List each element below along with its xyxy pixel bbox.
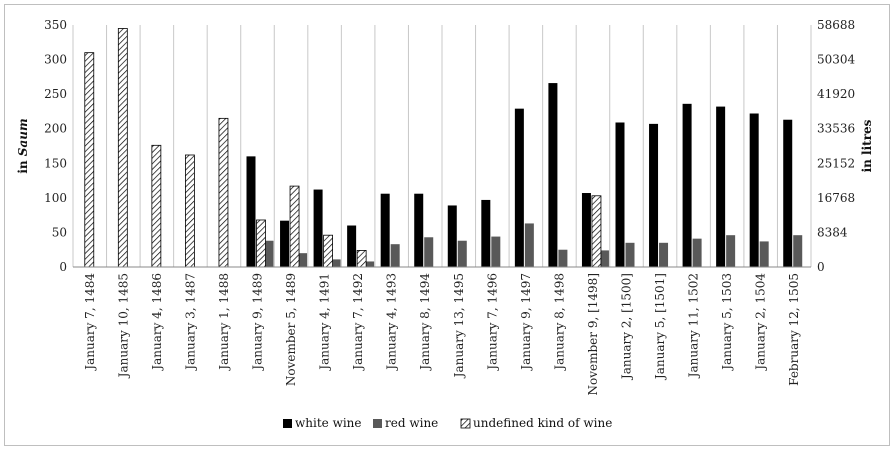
- y-axis-title-left: in Saum: [16, 118, 30, 173]
- right-tick-label: 25152: [817, 156, 855, 170]
- bar-red-wine: [692, 238, 702, 267]
- bar-red-wine: [793, 235, 803, 267]
- x-tick-label: January 13, 1495: [452, 273, 466, 379]
- bar-white-wine: [246, 156, 256, 267]
- bar-white-wine: [514, 108, 524, 267]
- x-tick-label: January 7, 1496: [485, 273, 499, 372]
- bar-undefined-kind-of-wine: [323, 234, 333, 268]
- right-tick-label: 16768: [817, 191, 855, 205]
- bar-white-wine: [716, 106, 726, 268]
- bar-white-wine: [313, 189, 323, 267]
- legend-swatch-white-wine: [283, 419, 292, 428]
- left-tick-label: 150: [44, 156, 67, 170]
- left-tick-label: 250: [44, 87, 67, 101]
- bar-white-wine: [414, 193, 424, 267]
- bar-red-wine: [759, 241, 769, 267]
- bar-red-wine: [390, 244, 400, 267]
- right-tick-label: 58688: [817, 18, 855, 32]
- x-tick-label: January 10, 1485: [116, 273, 130, 379]
- bar-white-wine: [347, 225, 357, 267]
- bar-red-wine: [424, 237, 434, 267]
- bar-red-wine: [558, 249, 568, 267]
- legend-label-undefined-kind-of-wine: undefined kind of wine: [473, 416, 612, 430]
- right-tick-label: 41920: [817, 87, 855, 101]
- bar-white-wine: [581, 193, 591, 267]
- bar-red-wine: [264, 240, 274, 267]
- x-tick-label: January 1, 1488: [217, 273, 231, 372]
- right-tick-label: 0: [817, 260, 825, 274]
- x-tick-label: January 4, 1491: [318, 273, 332, 372]
- x-tick-label: January 5, [1501]: [653, 273, 667, 381]
- left-tick-label: 200: [44, 122, 67, 136]
- x-tick-label: January 11, 1502: [687, 273, 701, 379]
- bar-red-wine: [726, 235, 736, 267]
- x-tick-label: November 5, 1489: [284, 273, 298, 386]
- bar-red-wine: [457, 240, 467, 267]
- bar-white-wine: [615, 122, 625, 268]
- right-tick-label: 33536: [817, 122, 855, 136]
- x-tick-label: January 8, 1498: [552, 273, 566, 372]
- legend-swatch-red-wine: [373, 419, 382, 428]
- x-tick-label: January 2, [1500]: [620, 273, 634, 381]
- bar-undefined-kind-of-wine: [256, 219, 266, 268]
- legend: white wine red wine undefined kind of wine: [283, 416, 612, 430]
- y-axis-title-prefix: in: [16, 156, 30, 173]
- x-tick-label: January 4, 1493: [385, 273, 399, 372]
- bar-white-wine: [682, 103, 692, 267]
- legend-label-white-wine: white wine: [295, 416, 362, 430]
- x-tick-label: January 3, 1487: [183, 273, 197, 372]
- x-tick-label: January 9, 1497: [519, 273, 533, 372]
- left-tick-label: 100: [44, 191, 67, 205]
- plot-area: [72, 25, 812, 268]
- bar-red-wine: [365, 261, 375, 267]
- bar-white-wine: [548, 83, 558, 267]
- bar-red-wine: [659, 242, 669, 267]
- right-tick-label: 50304: [817, 53, 856, 67]
- bar-red-wine: [331, 259, 341, 267]
- bar-undefined-kind-of-wine: [591, 195, 602, 268]
- chart-frame: 0 50 100 150 200 250 300 350 0 8384 16768 25152 3353…: [4, 4, 890, 446]
- left-tick-label: 0: [59, 260, 67, 274]
- axes: 0 50 100 150 200 250 300 350 0 8384 16768 25152 3353…: [16, 18, 874, 395]
- bar-undefined-kind-of-wine: [151, 144, 162, 268]
- x-tick-label: January 8, 1494: [418, 273, 432, 372]
- bar-red-wine: [491, 236, 501, 267]
- chart-svg: 0 50 100 150 200 250 300 350 0 8384 16768 25152 3353…: [16, 18, 874, 430]
- bar-undefined-kind-of-wine: [289, 185, 300, 268]
- x-tick-label: November 9, [1498]: [586, 273, 600, 395]
- legend-label-red-wine: red wine: [385, 416, 438, 430]
- left-tick-label: 350: [44, 18, 67, 32]
- bar-white-wine: [280, 220, 290, 267]
- x-tick-label: January 7, 1484: [83, 273, 97, 372]
- y-axis-title-unit: Saum: [16, 118, 30, 156]
- x-tick-label: January 7, 1492: [351, 273, 365, 372]
- y-axis-title-right: in litres: [860, 119, 874, 172]
- bar-undefined-kind-of-wine: [117, 28, 128, 268]
- left-tick-label: 50: [52, 225, 67, 239]
- bar-undefined-kind-of-wine: [185, 154, 195, 268]
- x-tick-label: January 2, 1504: [754, 273, 768, 372]
- bar-red-wine: [298, 253, 308, 267]
- bar-white-wine: [649, 123, 659, 267]
- bar-white-wine: [447, 205, 457, 267]
- left-tick-label: 300: [44, 53, 67, 67]
- bar-undefined-kind-of-wine: [356, 250, 367, 268]
- bar-red-wine: [599, 250, 609, 267]
- bar-white-wine: [481, 199, 491, 267]
- x-tick-label: January 4, 1486: [150, 273, 164, 372]
- legend-swatch-undefined-kind-of-wine: [460, 418, 471, 429]
- bar-white-wine: [749, 113, 759, 267]
- right-tick-label: 8384: [817, 225, 848, 239]
- bar-white-wine: [380, 193, 390, 267]
- bar-red-wine: [524, 223, 534, 267]
- bar-red-wine: [625, 242, 635, 267]
- bar-undefined-kind-of-wine: [84, 52, 95, 268]
- x-tick-label: January 5, 1503: [720, 273, 734, 372]
- bar-white-wine: [783, 119, 793, 268]
- x-tick-label: January 9, 1489: [251, 273, 265, 372]
- x-tick-label: February 12, 1505: [787, 273, 801, 386]
- bar-undefined-kind-of-wine: [218, 117, 229, 268]
